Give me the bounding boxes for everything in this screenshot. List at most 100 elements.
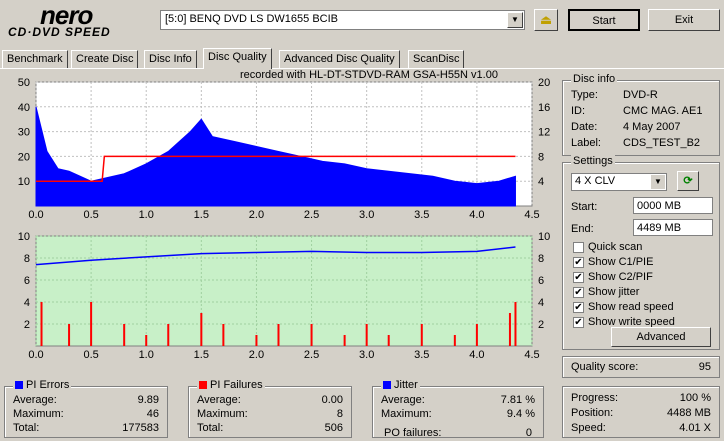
pi-failure-bar (310, 324, 313, 346)
type-label: Type: (571, 89, 598, 101)
pi-failure-bar (277, 324, 280, 346)
x-tick-label: 4.0 (469, 209, 484, 221)
pi-errors-title: PI Errors (13, 379, 72, 391)
pi-failures-total-label: Total: (197, 422, 224, 434)
nero-logo: nero (40, 0, 93, 30)
checkbox-box[interactable]: ✔ (573, 316, 584, 328)
label-label: Label: (571, 137, 601, 149)
x-tick-label: 1.0 (139, 209, 154, 221)
y-left-tick-label: 10 (18, 231, 30, 243)
checkbox-box[interactable]: ✔ (573, 256, 584, 268)
pi-failure-bar (123, 324, 126, 346)
start-button[interactable]: Start (568, 9, 640, 31)
disc-eject-icon: ⏏ (539, 12, 553, 27)
quality-score-value: 95 (698, 361, 711, 373)
jitter-swatch (383, 381, 391, 390)
chevron-down-icon[interactable]: ▼ (651, 175, 665, 189)
checkbox-show-jitter[interactable]: ✔ Show jitter (573, 286, 639, 301)
y-left-tick-label: 4 (24, 297, 30, 309)
drive-select-value: [5:0] BENQ DVD LS DW1655 BCIB (165, 13, 339, 25)
checkbox-show-c1-pie[interactable]: ✔ Show C1/PIE (573, 256, 653, 271)
y-right-tick-label: 10 (538, 231, 550, 243)
start-label: Start: (571, 201, 598, 213)
checkbox-box[interactable]: ✔ (573, 301, 584, 313)
progress-frame: Progress: 100 % Position: 4488 MB Speed: 4.… (562, 386, 720, 438)
label-value: CDS_TEST_B2 (623, 137, 701, 149)
tab-advanced-disc-quality[interactable]: Advanced Disc Quality (279, 50, 400, 68)
tab-disc-info[interactable]: Disc Info (144, 50, 197, 68)
pi-failures-title: PI Failures (197, 379, 265, 391)
pi-errors-max-label: Maximum: (13, 408, 64, 420)
progress-value: 100 % (679, 392, 711, 404)
checkbox-show-read-speed[interactable]: ✔ Show read speed (573, 301, 674, 316)
checkbox-box[interactable] (573, 241, 584, 253)
x-tick-label: 3.5 (414, 209, 429, 221)
settings-title: Settings (571, 155, 615, 167)
checkbox-show-c2-pif[interactable]: ✔ Show C2/PIF (573, 271, 653, 286)
tab-disc-quality[interactable]: Disc Quality (203, 48, 272, 69)
chevron-down-icon[interactable]: ▼ (507, 12, 523, 28)
pi-failure-bar (255, 335, 258, 346)
checkbox-quick-scan[interactable]: Quick scan (573, 241, 642, 256)
x-tick-label: 2.0 (249, 349, 264, 361)
read-speed-line (36, 155, 516, 182)
start-input[interactable] (633, 197, 713, 214)
refresh-icon: ⟳ (683, 175, 693, 187)
checkbox-box[interactable]: ✔ (573, 286, 584, 298)
pi-failures-frame: PI Failures Average: 0.00 Maximum: 8 Total… (188, 379, 352, 438)
drive-select[interactable]: [5:0] BENQ DVD LS DW1655 BCIB ▼ (160, 10, 525, 30)
y-left-tick-label: 8 (24, 253, 30, 265)
jitter-max: 9.4 % (506, 408, 535, 420)
checkbox-label: Show C2/PIF (588, 271, 653, 283)
advanced-button[interactable]: Advanced (611, 327, 711, 347)
y-right-tick-label: 8 (538, 151, 544, 163)
refresh-button[interactable]: ⟳ (677, 171, 699, 191)
pi-failure-bar (200, 313, 203, 346)
x-tick-label: 1.5 (194, 349, 209, 361)
y-left-tick-label: 30 (18, 127, 30, 139)
plot-area (35, 235, 533, 347)
jitter-max-label: Maximum: (381, 408, 432, 420)
pif-jitter-chart: 0.0 0.5 1.0 1.5 2.0 2.5 3.0 3.5 4.0 4.5 10 8 6 4 2 10 8 6… (18, 231, 551, 361)
quality-score-label: Quality score: (571, 361, 639, 373)
checkbox-box[interactable]: ✔ (573, 271, 584, 283)
x-tick-label: 0.5 (83, 209, 98, 221)
x-tick-label: 2.5 (304, 209, 319, 221)
position-value: 4488 MB (666, 407, 711, 419)
y-left-tick-label: 50 (18, 77, 30, 89)
pi-errors-avg: 9.89 (137, 394, 159, 406)
pi-failures-max-label: Maximum: (197, 408, 248, 420)
pi-errors-total-label: Total: (13, 422, 40, 434)
checkbox-show-write-speed[interactable]: ✔ Show write speed (573, 316, 675, 331)
y-right-tick-label: 4 (538, 176, 544, 188)
pi-failures-avg-label: Average: (197, 394, 241, 406)
pi-errors-frame: PI Errors Average: 9.89 Maximum: 46 Total:… (4, 379, 168, 438)
end-input[interactable] (633, 219, 713, 236)
tab-benchmark[interactable]: Benchmark (2, 50, 68, 68)
exit-button[interactable]: Exit (648, 9, 720, 31)
quality-score-frame: Quality score: 95 (562, 356, 720, 378)
pi-failure-bar (420, 324, 423, 346)
y-left-tick-label: 10 (18, 176, 30, 188)
x-tick-label: 3.0 (359, 209, 374, 221)
checkbox-label: Show C1/PIE (588, 256, 654, 268)
pi-failure-bar (90, 302, 93, 346)
y-right-tick-label: 12 (538, 127, 550, 139)
x-tick-label: 4.5 (524, 209, 539, 221)
id-value: CMC MAG. AE1 (623, 105, 703, 117)
tab-scandisc[interactable]: ScanDisc (408, 50, 465, 68)
speed-value: 4.01 X (679, 422, 711, 434)
date-value: 4 May 2007 (623, 121, 681, 133)
speed-select[interactable]: 4 X CLV ▼ (571, 173, 667, 191)
pi-failure-bar (68, 324, 71, 346)
position-label: Position: (571, 407, 614, 419)
disc-info-frame: Disc info Type: DVD-R ID: CMC MAG. AE1 Dat… (562, 73, 720, 156)
pi-failure-bar (145, 335, 148, 346)
y-right-tick-label: 16 (538, 102, 550, 114)
pi-chart: 0.0 0.5 1.0 1.5 2.0 2.5 3.0 3.5 4.0 4.5 50 40 30 20 10… (18, 77, 551, 221)
x-tick-label: 2.0 (249, 209, 264, 221)
eject-icon-button[interactable]: ⏏ (534, 9, 558, 31)
tab-create-disc[interactable]: Create Disc (71, 50, 139, 68)
x-tick-label: 1.5 (194, 209, 209, 221)
checkbox-label: Show read speed (588, 301, 674, 313)
